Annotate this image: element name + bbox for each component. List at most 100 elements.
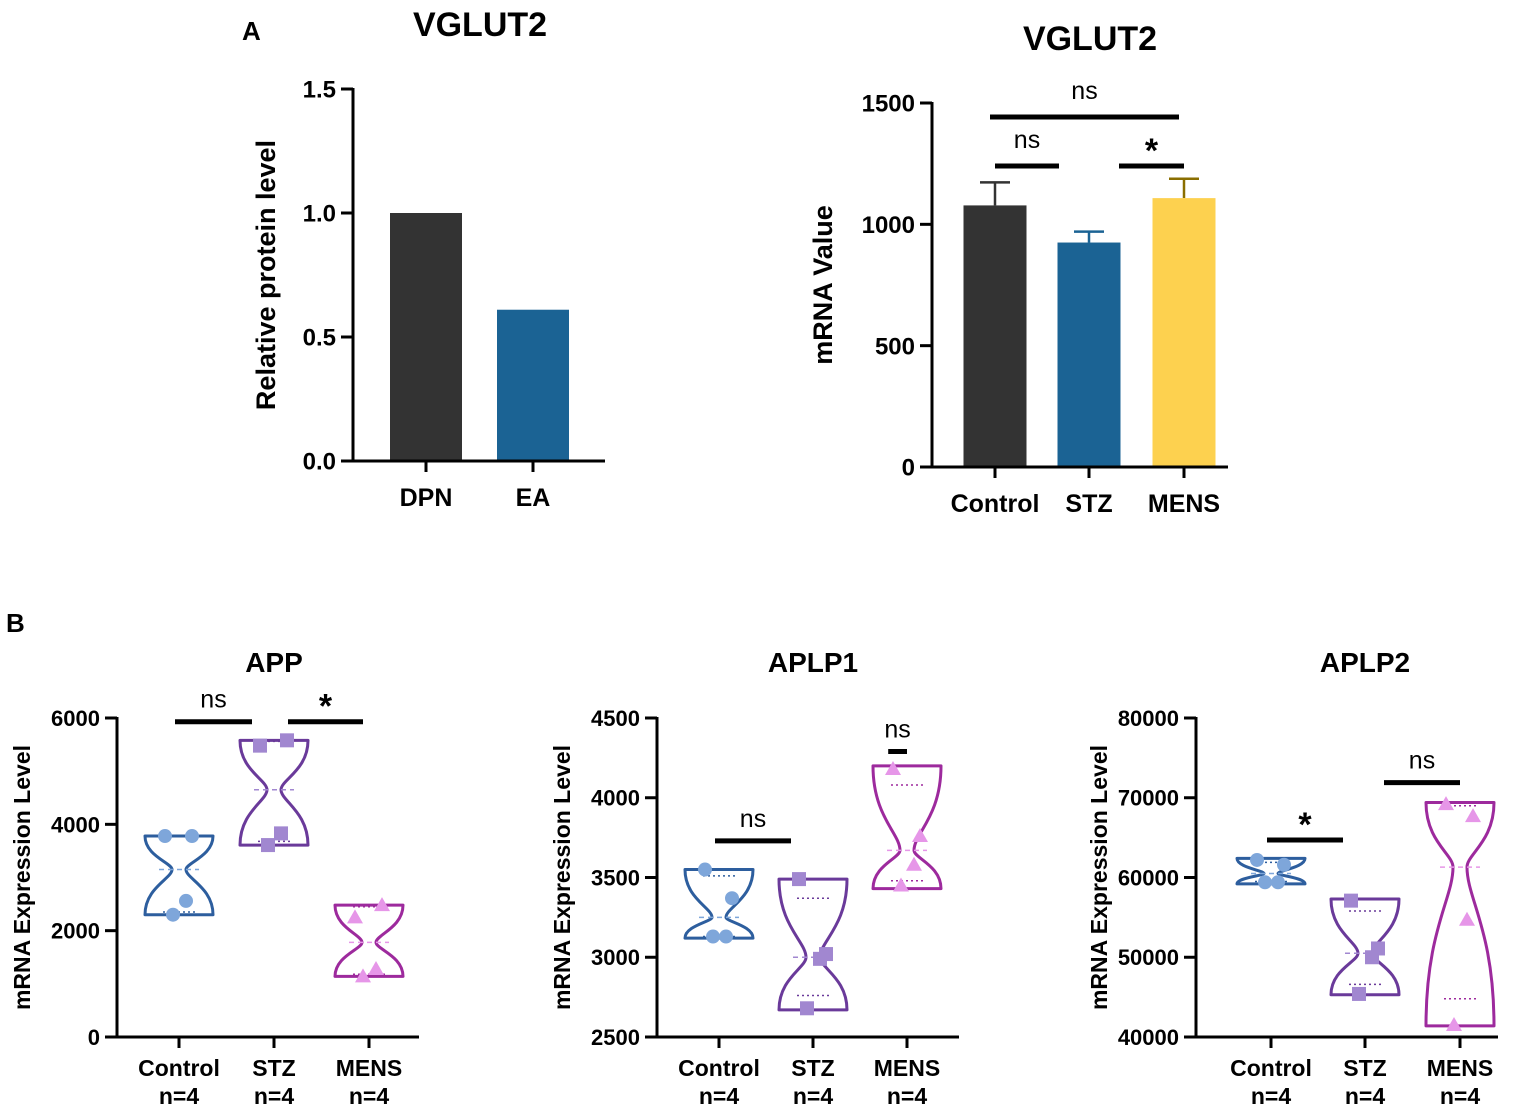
data-point — [800, 1001, 814, 1016]
significance-label: ns — [740, 805, 766, 833]
n-label: n=4 — [349, 1083, 389, 1109]
y-tick-label: 80000 — [1118, 706, 1179, 731]
y-tick-label: 500 — [875, 333, 915, 360]
chart-title: VGLUT2 — [413, 6, 547, 44]
n-label: n=4 — [1251, 1083, 1291, 1109]
data-point — [719, 929, 733, 944]
x-tick-label: STZ — [252, 1055, 295, 1081]
data-point — [1344, 893, 1358, 908]
significance-label: ns — [1014, 126, 1040, 154]
n-label: n=4 — [254, 1083, 294, 1109]
data-point — [280, 733, 294, 748]
violin-mens — [1424, 801, 1496, 1028]
x-tick-label: STZ — [1343, 1055, 1386, 1081]
violin-stz — [238, 738, 310, 847]
data-point — [1365, 950, 1379, 965]
x-tick-label: MENS — [1148, 490, 1220, 518]
y-tick-label: 3500 — [591, 865, 640, 890]
x-tick-label: MENS — [874, 1055, 940, 1081]
data-point — [1446, 1017, 1462, 1032]
y-tick-label: 50000 — [1118, 945, 1179, 970]
y-axis-label: mRNA Expression Level — [549, 745, 575, 1010]
data-point — [893, 877, 909, 892]
x-tick-label: MENS — [1427, 1055, 1493, 1081]
x-tick-label: Control — [138, 1055, 220, 1081]
data-point — [253, 738, 267, 753]
data-point — [1271, 875, 1285, 890]
data-point — [725, 891, 739, 906]
panel-label-b: B — [6, 608, 25, 638]
bar-stz — [1057, 242, 1121, 467]
data-point — [368, 960, 384, 975]
y-tick-label: 1.5 — [303, 77, 336, 104]
y-tick-label: 0 — [902, 455, 915, 482]
chart-title: APLP2 — [1320, 647, 1410, 678]
data-point — [906, 856, 922, 871]
y-tick-label: 0.5 — [303, 325, 336, 352]
y-tick-label: 1.0 — [303, 201, 336, 228]
x-tick-label: MENS — [336, 1055, 402, 1081]
data-point — [1352, 986, 1366, 1001]
data-point — [1250, 852, 1264, 867]
data-point — [1459, 911, 1475, 926]
y-tick-label: 1500 — [862, 91, 915, 118]
data-point — [158, 829, 172, 844]
y-axis-label: mRNA Value — [808, 205, 838, 365]
y-tick-label: 40000 — [1118, 1025, 1179, 1050]
violin-stz — [777, 877, 849, 1012]
y-tick-label: 60000 — [1118, 865, 1179, 890]
y-tick-label: 70000 — [1118, 786, 1179, 811]
n-label: n=4 — [159, 1083, 199, 1109]
violin-mens — [871, 764, 943, 891]
significance-label: ns — [200, 686, 226, 714]
x-tick-label: Control — [951, 490, 1040, 518]
x-tick-label: STZ — [1065, 490, 1112, 518]
significance-star: * — [1145, 132, 1159, 170]
x-tick-label: EA — [516, 484, 551, 512]
n-label: n=4 — [793, 1083, 833, 1109]
violin-stz — [1329, 897, 1401, 997]
data-point — [698, 862, 712, 877]
y-tick-label: 4000 — [591, 786, 640, 811]
y-axis-label: mRNA Expression Level — [9, 745, 35, 1010]
x-tick-label: STZ — [791, 1055, 834, 1081]
y-tick-label: 4000 — [51, 812, 100, 837]
violin-control — [143, 834, 215, 917]
chart-title: VGLUT2 — [1023, 20, 1157, 58]
data-point — [792, 872, 806, 887]
data-point — [912, 828, 928, 843]
data-point — [347, 909, 363, 924]
data-point — [374, 897, 390, 912]
bar-mens — [1152, 198, 1216, 467]
data-point — [185, 829, 199, 844]
significance-star: * — [319, 688, 333, 726]
chart-title: APP — [245, 647, 303, 678]
chart-aplp1: 2500 3000 3500 4000 4500 mRNA Expression Leve… — [549, 647, 959, 1109]
panel-label-a: A — [242, 16, 261, 46]
data-point — [166, 907, 180, 922]
n-label: n=4 — [1440, 1083, 1480, 1109]
y-tick-label: 2000 — [51, 919, 100, 944]
data-point — [1258, 875, 1272, 890]
y-tick-label: 4500 — [591, 706, 640, 731]
chart-vglut2-protein: DPN EA 0.0 0.5 1.0 1.5 Relative protein level V… — [251, 6, 605, 512]
y-tick-label: 1000 — [862, 212, 915, 239]
data-point — [355, 968, 371, 983]
bar-ea — [497, 309, 569, 461]
y-tick-label: 3000 — [591, 945, 640, 970]
significance-label: ns — [884, 715, 910, 743]
bar-control — [963, 205, 1027, 467]
bar-dpn — [390, 213, 462, 461]
data-point — [885, 761, 901, 776]
violin-mens — [333, 903, 405, 978]
data-point — [813, 951, 827, 966]
data-point — [261, 838, 275, 853]
significance-star: * — [1298, 806, 1312, 844]
y-tick-label: 0 — [88, 1025, 100, 1050]
x-tick-label: DPN — [400, 484, 453, 512]
data-point — [706, 929, 720, 944]
data-point — [274, 826, 288, 841]
n-label: n=4 — [699, 1083, 739, 1109]
